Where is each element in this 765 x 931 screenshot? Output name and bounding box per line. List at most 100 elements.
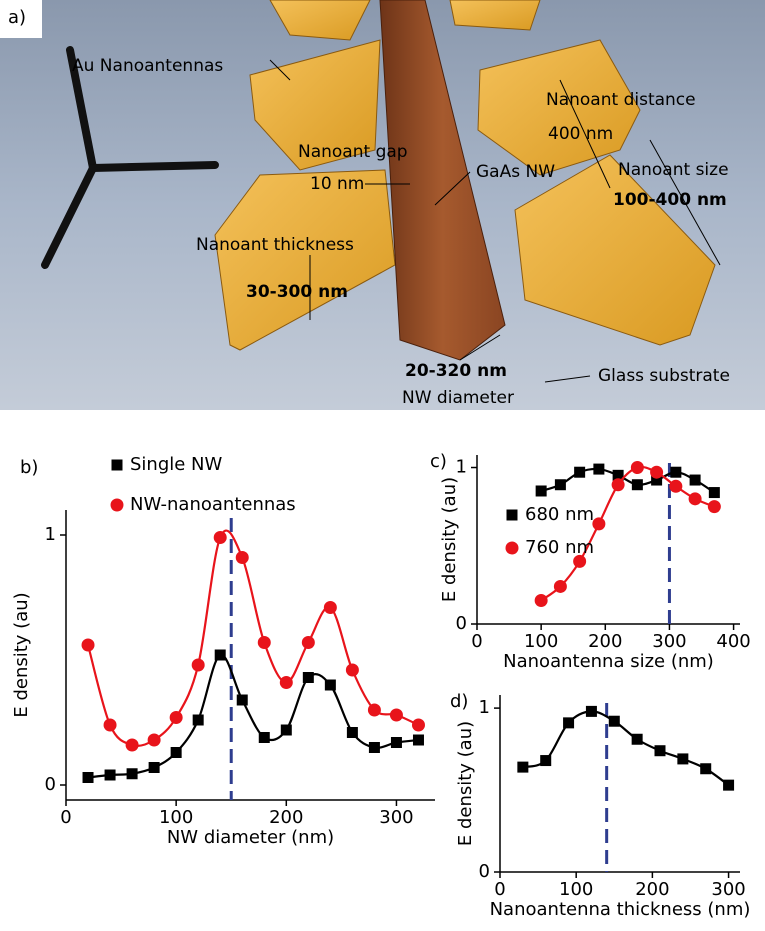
marker [110,498,124,512]
marker [631,479,643,491]
panel-label: a) [8,7,26,28]
marker [111,459,123,471]
marker [630,461,644,475]
y-axis-label: E density (au) [11,592,32,717]
marker [191,658,205,672]
nanoantenna [514,154,716,346]
y-tick-label: 0 [45,774,56,795]
nanoantenna [269,0,371,41]
annotation: Au Nanoantennas [72,56,223,76]
annotation: 100-400 nm [613,190,727,210]
panel-label: c) [430,451,447,472]
y-axis-label: E density (au) [439,477,460,602]
marker [700,763,712,775]
marker [214,649,226,661]
marker [323,601,337,614]
series-line [522,710,730,787]
x-axis-label: NW diameter (nm) [167,827,334,848]
x-axis-label: Nanoantenna size (nm) [503,651,714,672]
marker [707,500,721,514]
marker [669,479,683,493]
x-tick-label: 100 [524,631,558,652]
y-tick-label: 0 [456,613,467,634]
marker [553,579,567,593]
marker [257,636,271,649]
marker [412,734,424,746]
marker [324,679,336,691]
annotation: NW diameter [402,388,514,408]
marker [280,724,292,736]
marker [517,761,529,773]
legend-label: 680 nm [525,504,594,525]
x-tick-label: 100 [159,807,193,828]
marker [82,772,94,783]
legend-label: Single NW [130,454,223,475]
marker [535,485,547,497]
marker [534,594,548,608]
panel-label: b) [20,457,38,478]
nanoantenna [477,39,641,176]
marker [506,509,518,521]
marker [670,466,682,478]
marker [301,636,315,649]
x-tick-label: 300 [379,807,413,828]
x-tick-label: 400 [716,631,750,652]
nanoantenna [449,0,541,31]
marker [125,738,139,752]
marker [563,717,575,729]
marker [592,517,606,531]
annotation: GaAs NW [476,162,555,182]
marker [258,732,270,743]
marker [345,663,359,677]
x-tick-label: 200 [635,879,669,900]
marker [148,762,160,773]
marker [677,753,689,765]
marker [302,672,314,683]
x-axis-label: Nanoantenna thickness (nm) [490,899,751,920]
marker [411,718,425,732]
legend-label: 760 nm [525,537,594,558]
marker [689,474,701,486]
y-tick-label: 1 [479,697,490,718]
nanoantenna [214,169,396,351]
marker [608,715,620,727]
marker [103,718,117,732]
marker [390,737,402,748]
marker [367,703,381,717]
annotation: Nanoant size [618,160,729,180]
marker [573,554,587,568]
x-tick-label: 0 [60,807,71,828]
marker [585,705,597,717]
marker [612,469,624,481]
x-tick-label: 200 [269,807,303,828]
marker [651,474,663,486]
y-tick-label: 0 [479,861,490,882]
series-line [540,467,715,494]
axes-icon [41,46,219,269]
x-tick-label: 300 [652,631,686,652]
marker [192,714,204,726]
marker [688,492,702,506]
marker [104,769,116,781]
marker [505,541,519,555]
marker [170,747,182,758]
marker [147,733,161,747]
legend-label: NW-nanoantennas [130,494,296,515]
annotation: 30-300 nm [246,282,348,302]
annotation: Nanoant thickness [196,235,354,255]
y-tick-label: 1 [45,524,56,545]
marker [708,487,720,499]
marker [235,551,249,564]
marker [126,768,138,780]
y-axis-label: E density (au) [455,721,476,846]
marker [611,478,625,492]
annotation: Glass substrate [598,366,730,386]
x-tick-label: 300 [711,879,745,900]
render-panel: a) Au Nanoantennas Nanoant distance 400 … [0,0,765,410]
label-box [0,0,42,38]
annotation: Nanoant gap [298,142,408,162]
x-tick-label: 0 [494,879,505,900]
panel-label: d) [450,691,468,712]
marker [723,779,735,791]
